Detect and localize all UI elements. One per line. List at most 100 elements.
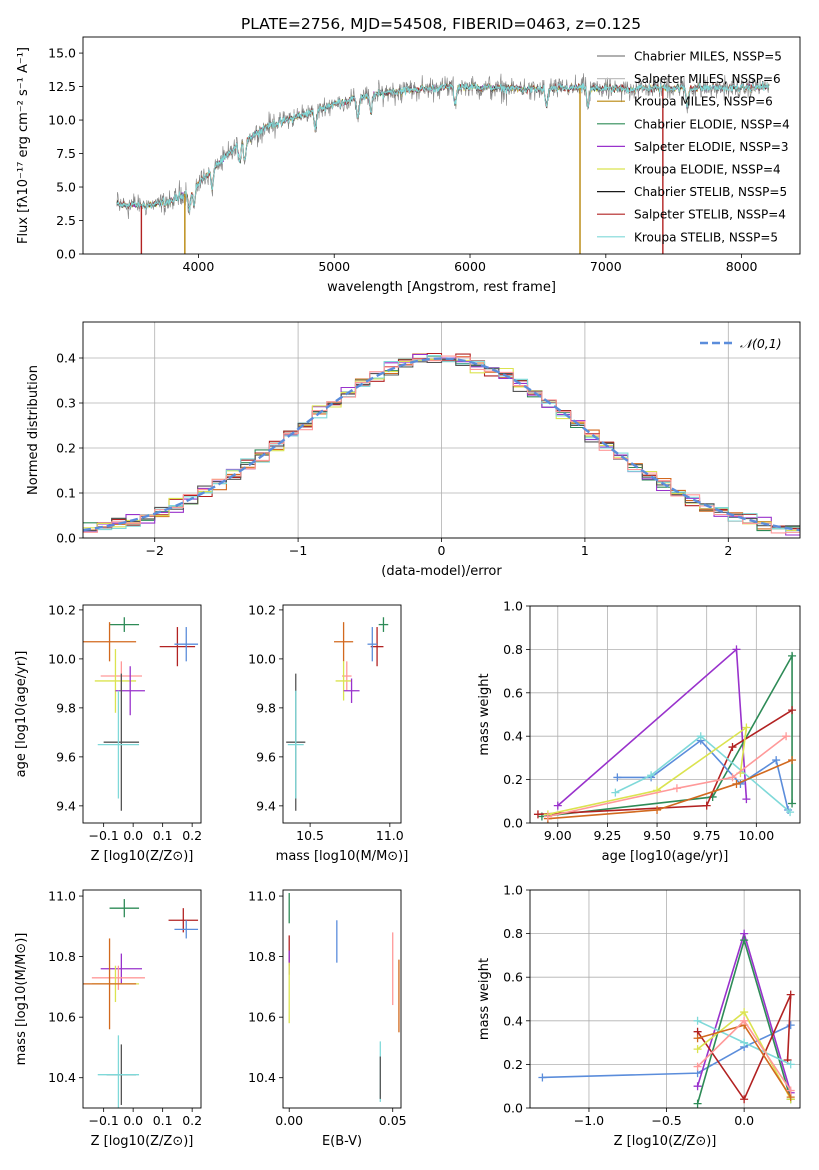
axes-frame <box>82 36 801 255</box>
weight-marker <box>782 732 791 741</box>
data-point <box>91 965 145 990</box>
x-tick-label: 0.1 <box>153 828 173 843</box>
x-tick-label: −0.5 <box>651 1113 681 1128</box>
x-tick-label: 5000 <box>318 259 350 274</box>
y-tick-label: 10.4 <box>48 1070 76 1085</box>
data-point <box>335 661 352 701</box>
y-axis-label: mass weight <box>477 673 492 755</box>
axes-frame <box>282 604 402 824</box>
ticks: −2 −1 0 1 2 0.0 0.1 0.2 0.3 0.4 <box>56 351 732 559</box>
ticks: −0.1 0.0 0.1 0.2 9.4 9.6 9.8 10.0 10.2 <box>48 602 202 843</box>
x-tick-label: 0.1 <box>153 1113 173 1128</box>
y-tick-label: 0.0 <box>56 531 76 546</box>
data-point <box>100 953 142 984</box>
weight-marker <box>786 1086 795 1095</box>
weight-marker <box>543 812 552 821</box>
y-tick-label: 9.6 <box>56 749 76 764</box>
legend-label: Salpeter ELODIE, NSSP=3 <box>634 140 789 154</box>
axes-frame <box>82 604 202 824</box>
y-tick-label: 0.8 <box>503 642 523 657</box>
y-tick-label: 2.5 <box>56 213 76 228</box>
plot-area <box>83 617 199 811</box>
weight-series-line <box>547 735 787 818</box>
age-vs-metallicity-panel: −0.1 0.0 0.1 0.2 9.4 9.6 9.8 10.0 10.2 Z [log10(Z… <box>14 602 202 864</box>
spectrum-legend: Chabrier MILES, NSSP=5 Salpeter MILES, NS… <box>597 50 790 244</box>
weight-marker <box>728 743 737 752</box>
residual-histogram-panel: −2 −1 0 1 2 0.0 0.1 0.2 0.3 0.4 (data-model)/error… <box>26 321 801 579</box>
mass-weight-vs-metallicity-panel: −1.0 −0.5 0.0 0.0 0.2 0.4 0.6 0.8 1.0 Z [log10(Z/… <box>477 883 801 1149</box>
y-tick-label: 0.2 <box>56 441 76 456</box>
data-point <box>334 622 354 662</box>
weight-marker <box>672 784 681 793</box>
legend-label: Salpeter MILES, NSSP=6 <box>634 72 781 86</box>
y-tick-label: 10.0 <box>48 113 76 128</box>
legend-label: 𝒩(0,1) <box>740 336 782 351</box>
plot-area <box>83 352 800 536</box>
y-tick-label: 0.6 <box>503 685 523 700</box>
weight-marker <box>786 1060 795 1069</box>
weight-marker <box>693 1016 702 1025</box>
legend-label: Chabrier STELIB, NSSP=5 <box>634 185 787 199</box>
mass-vs-ebv-panel: 0.00 0.05 10.4 10.6 10.8 11.0 E(B-V) <box>248 889 406 1149</box>
y-tick-label: 7.5 <box>56 146 76 161</box>
weight-marker <box>696 732 705 741</box>
ticks: −1.0 −0.5 0.0 0.0 0.2 0.4 0.6 0.8 1.0 <box>503 883 754 1129</box>
y-tick-label: 0.0 <box>56 247 76 262</box>
weight-marker <box>742 795 751 804</box>
x-axis-label: mass [log10(M/M⊙)] <box>276 849 409 864</box>
data-point <box>174 627 199 662</box>
x-axis-label: Z [log10(Z/Z⊙)] <box>614 1134 717 1149</box>
axes-frame <box>529 605 801 824</box>
y-tick-label: 0.4 <box>503 1013 523 1028</box>
y-axis-label: mass weight <box>477 958 492 1040</box>
y-tick-label: 0.0 <box>503 816 523 831</box>
x-tick-label: −1.0 <box>574 1113 604 1128</box>
x-axis-label: wavelength [Angstrom, rest frame] <box>327 280 556 295</box>
plot-area <box>286 617 389 811</box>
weight-series-line <box>617 739 789 811</box>
data-point <box>168 908 199 933</box>
plot-area <box>533 645 797 823</box>
plot-area <box>116 73 770 254</box>
y-tick-label: 10.0 <box>248 651 276 666</box>
data-point <box>115 666 145 716</box>
weight-series-line <box>696 994 792 1101</box>
weight-marker <box>538 1073 547 1082</box>
x-tick-label: 9.00 <box>544 828 572 843</box>
legend-label: Kroupa MILES, NSSP=6 <box>634 95 773 109</box>
x-tick-label: 4000 <box>183 259 215 274</box>
ticks: 10.5 11.0 9.4 9.6 9.8 10.0 10.2 <box>248 602 404 843</box>
y-tick-label: 5.0 <box>56 180 76 195</box>
x-tick-label: 8000 <box>726 259 758 274</box>
x-tick-label: 10.5 <box>296 828 324 843</box>
y-axis-label: Flux [fλ10⁻¹⁷ erg cm⁻² s⁻¹ A⁻¹] <box>16 47 31 244</box>
data-point <box>159 627 196 667</box>
weight-series-line <box>541 652 793 818</box>
weight-marker <box>740 936 749 945</box>
weight-marker <box>772 756 781 765</box>
y-tick-label: 9.8 <box>256 700 276 715</box>
weight-marker <box>693 1082 702 1091</box>
y-tick-label: 0.8 <box>503 926 523 941</box>
x-tick-label: 1 <box>581 543 589 558</box>
y-tick-label: 9.4 <box>56 798 76 813</box>
legend-label: Kroupa ELODIE, NSSP=4 <box>634 163 781 177</box>
y-tick-label: 0.2 <box>503 772 523 787</box>
y-tick-label: 15.0 <box>48 46 76 61</box>
data-point <box>109 617 140 632</box>
weight-marker <box>693 1045 702 1054</box>
ticks: −0.1 0.0 0.1 0.2 10.4 10.6 10.8 11.0 <box>48 889 202 1128</box>
y-tick-label: 10.6 <box>48 1010 76 1025</box>
data-point <box>97 690 140 799</box>
weight-marker <box>553 801 562 810</box>
x-axis-label: Z [log10(Z/Z⊙)] <box>91 1134 194 1149</box>
x-axis-label: E(B-V) <box>322 1134 362 1149</box>
weight-marker <box>611 788 620 797</box>
x-tick-label: 9.25 <box>594 828 622 843</box>
weight-series-line <box>615 735 791 813</box>
mass-weight-vs-age-panel: 9.00 9.25 9.50 9.75 10.00 0.0 0.2 0.4 0.6 0.8 1.0 a… <box>477 599 801 864</box>
x-tick-label: 0.05 <box>379 1113 407 1128</box>
y-tick-label: 0.1 <box>56 486 76 501</box>
x-tick-label: 10.00 <box>738 828 774 843</box>
y-tick-label: 12.5 <box>48 79 76 94</box>
